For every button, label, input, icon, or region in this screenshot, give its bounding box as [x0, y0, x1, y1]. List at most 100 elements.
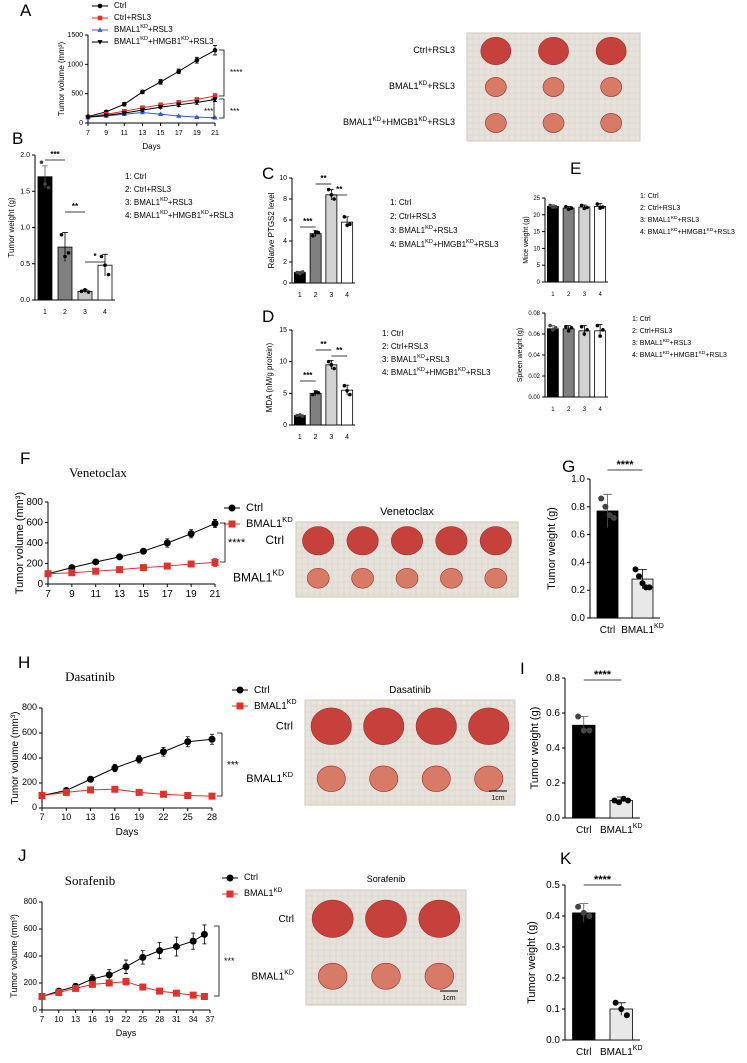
x-tick-label: 7: [45, 589, 51, 600]
panel-letter: I: [520, 659, 525, 678]
series-line: [47, 561, 216, 575]
x-axis-label: Days: [116, 1028, 137, 1038]
legend-label: 3: BMAL1KD+RSL3: [382, 354, 450, 364]
marker: [200, 930, 208, 938]
data-point: [586, 727, 593, 734]
marker: [156, 987, 164, 995]
x-tick-label: 16: [110, 812, 120, 822]
data-point: [43, 182, 47, 186]
marker: [87, 786, 95, 794]
data-point: [345, 223, 349, 228]
significance-label: ***: [204, 107, 213, 116]
marker: [208, 792, 216, 800]
bar: [546, 205, 559, 283]
marker: [88, 975, 96, 983]
bar: [325, 364, 338, 426]
legend-label: 3: BMAL1KD+RSL3: [125, 197, 193, 207]
y-tick-label: 400: [24, 951, 38, 960]
y-tick-label: 0.5: [20, 261, 30, 268]
marker: [140, 105, 145, 111]
data-point: [575, 713, 582, 720]
bar: [572, 912, 596, 1041]
photo-label: Ctrl: [278, 913, 294, 924]
marker: [228, 504, 236, 512]
tumor: [310, 707, 352, 745]
x-tick-label: 31: [172, 1015, 181, 1024]
y-axis-label: MDA (nM/g protein): [265, 342, 274, 412]
data-point: [329, 363, 334, 367]
significance-bracket: [214, 925, 220, 997]
data-point: [548, 203, 552, 208]
data-point: [311, 233, 315, 238]
panel-letter: D: [262, 307, 274, 326]
x-tick-label: BMAL1KD: [621, 623, 664, 635]
bar: [325, 194, 338, 284]
y-tick-label: 0.8: [571, 501, 585, 512]
significance-bracket: [211, 98, 215, 119]
data-point: [564, 324, 568, 329]
data-point: [598, 206, 602, 210]
marker: [88, 980, 96, 988]
legend-label: 2: Ctrl+RSL3: [382, 342, 429, 351]
x-tick-label: Ctrl: [576, 1047, 592, 1058]
tumor: [600, 77, 623, 97]
x-tick-label: 13: [114, 589, 126, 600]
x-tick-label: 3: [329, 292, 333, 299]
tumor: [421, 765, 451, 792]
y-axis-label: Relative PTGS2 level: [267, 192, 276, 268]
marker: [184, 792, 192, 799]
y-tick-label: 0.04: [528, 353, 540, 359]
x-tick-label: 15: [157, 130, 165, 137]
legend-label: 4: BMAL1KD+HMGB1KD+RSL3: [640, 227, 735, 236]
data-point: [582, 332, 587, 336]
marker: [140, 89, 145, 95]
panel-letter: F: [20, 449, 30, 468]
y-axis-label: Mice weight (g): [523, 216, 530, 263]
x-tick-label: 2: [314, 434, 318, 441]
data-point: [585, 328, 589, 332]
y-tick-label: 2: [283, 259, 287, 266]
x-tick-label: 4: [103, 309, 107, 316]
data-point: [580, 727, 587, 734]
data-point: [569, 325, 574, 330]
marker: [156, 947, 164, 955]
marker: [228, 520, 236, 528]
tumor: [538, 37, 569, 65]
y-tick-label: 0.0: [571, 613, 585, 624]
tumor: [542, 113, 565, 133]
x-tick-label: 15: [138, 589, 150, 600]
y-tick-label: 0.02: [528, 374, 540, 380]
photo-label: Ctrl: [276, 720, 293, 732]
legend-label: Ctrl: [246, 502, 263, 514]
marker: [212, 47, 218, 53]
data-point: [585, 205, 589, 210]
marker: [85, 115, 91, 120]
data-point: [586, 913, 593, 919]
y-tick-label: 10: [279, 359, 287, 366]
x-tick-label: 7: [86, 130, 90, 137]
series-line: [47, 523, 216, 575]
marker: [194, 100, 200, 106]
y-tick-label: 0.6: [571, 529, 585, 540]
y-tick-label: 1.0: [20, 224, 30, 231]
significance-label: **: [336, 346, 343, 355]
tumor: [415, 707, 457, 745]
marker: [172, 989, 180, 997]
tumor: [424, 962, 455, 990]
data-point: [316, 230, 321, 235]
marker: [226, 890, 234, 898]
legend-label: Ctrl+RSL3: [114, 13, 152, 22]
marker: [55, 988, 63, 996]
legend-label: 2: Ctrl+RSL3: [390, 212, 437, 221]
marker: [116, 566, 124, 574]
x-tick-label: 1: [43, 309, 47, 316]
data-point: [611, 797, 618, 804]
tumor: [600, 113, 623, 133]
panel-letter: J: [18, 846, 27, 865]
y-tick-label: 0.2: [546, 778, 560, 789]
legend-label: 4: BMAL1KD+HMGB1KD+RSL3: [390, 239, 499, 249]
tumor: [435, 526, 468, 556]
data-point: [342, 383, 347, 388]
marker: [211, 558, 219, 566]
tumor: [595, 37, 627, 65]
